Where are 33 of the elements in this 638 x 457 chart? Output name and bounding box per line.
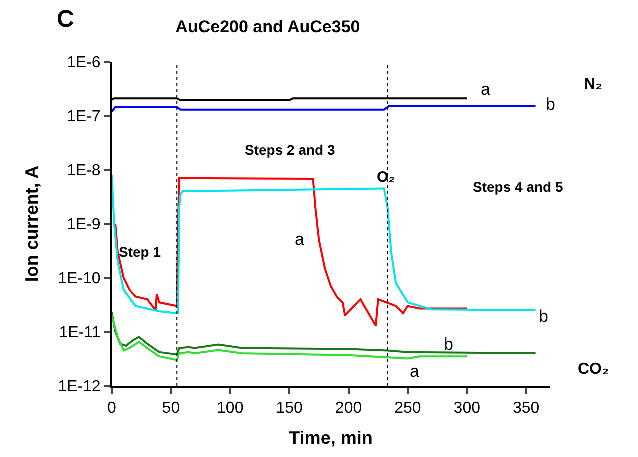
y-tick-label: 1E-7 (67, 108, 101, 126)
y-tick-label: 1E-8 (67, 162, 101, 180)
text: C (57, 6, 74, 33)
annotation: Steps 2 and 3 (245, 142, 336, 158)
x-tick-label: 150 (276, 400, 304, 418)
y-tick-label: 1E-11 (59, 324, 101, 342)
y-tick-label: 1E-6 (67, 54, 101, 72)
x-tick-label: 200 (335, 400, 362, 418)
x-tick-label: 250 (394, 400, 422, 418)
text: N₂ (584, 76, 603, 93)
x-tick-label: 50 (162, 400, 180, 418)
text: CO₂ (578, 361, 610, 378)
y-tick-label: 1E-12 (58, 378, 101, 396)
y-tick-label: 1E-9 (67, 216, 101, 234)
y-tick-label: 1E-10 (58, 270, 101, 288)
x-tick-label: 300 (454, 400, 481, 418)
annotation: b (539, 307, 548, 326)
annotation: a (481, 80, 491, 99)
line-series (112, 311, 537, 356)
y-axis-title: Ion current, A (22, 166, 42, 282)
chart-title: AuCe200 and AuCe350 (176, 17, 360, 36)
x-tick-label: 0 (108, 400, 117, 418)
line-series (112, 314, 468, 362)
x-axis-title: Time, min (289, 428, 373, 448)
annotation: Steps 4 and 5 (473, 179, 564, 195)
annotation: a (295, 230, 305, 249)
annotation: b (444, 335, 454, 354)
annotation: Step 1 (119, 244, 162, 260)
annotation: a (410, 362, 420, 381)
x-tick-label: 350 (512, 400, 540, 418)
annotation: O₂ (377, 169, 396, 186)
x-tick-label: 100 (217, 400, 244, 418)
annotation: b (546, 95, 556, 114)
